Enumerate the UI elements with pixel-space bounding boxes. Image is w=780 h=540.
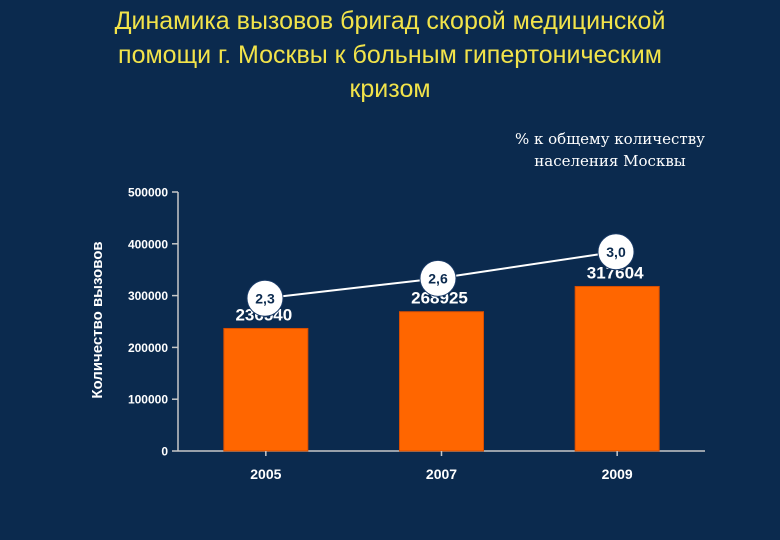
x-tick-label: 2007 [426, 466, 457, 482]
line-note-line: населения Москвы [534, 152, 686, 170]
percent-point [419, 259, 457, 297]
percent-point-label: 2,3 [255, 290, 275, 306]
line-series-note: % к общему количеству населения Москвы [470, 128, 750, 172]
y-tick-label: 300000 [128, 289, 168, 303]
y-tick-label: 500000 [128, 186, 168, 200]
percent-point [246, 279, 284, 317]
x-tick-label: 2009 [602, 466, 633, 482]
title-line: кризом [349, 75, 431, 103]
bar-data-label: 268925 [411, 289, 468, 308]
bar [223, 327, 309, 452]
percent-point-label: 2,6 [428, 270, 448, 286]
percent-point [597, 233, 635, 271]
title-line: помощи г. Москвы к больным гипертоническ… [118, 41, 662, 69]
y-axis-label: Количество вызовов [89, 241, 106, 398]
percent-point-label: 3,0 [606, 244, 626, 260]
line-note-line: % к общему количеству [514, 130, 705, 148]
y-tick-label: 200000 [128, 341, 168, 355]
bar-data-label: 317604 [587, 263, 644, 282]
y-tick-label: 0 [161, 445, 168, 459]
bar [574, 285, 660, 452]
title-line: Динамика вызовов бригад скорой медицинск… [114, 7, 666, 35]
x-tick-label: 2005 [250, 466, 281, 482]
y-tick-label: 100000 [128, 393, 168, 407]
bar [399, 311, 484, 452]
chart-title: Динамика вызовов бригад скорой медицинск… [40, 4, 740, 106]
y-tick-label: 400000 [128, 237, 168, 251]
